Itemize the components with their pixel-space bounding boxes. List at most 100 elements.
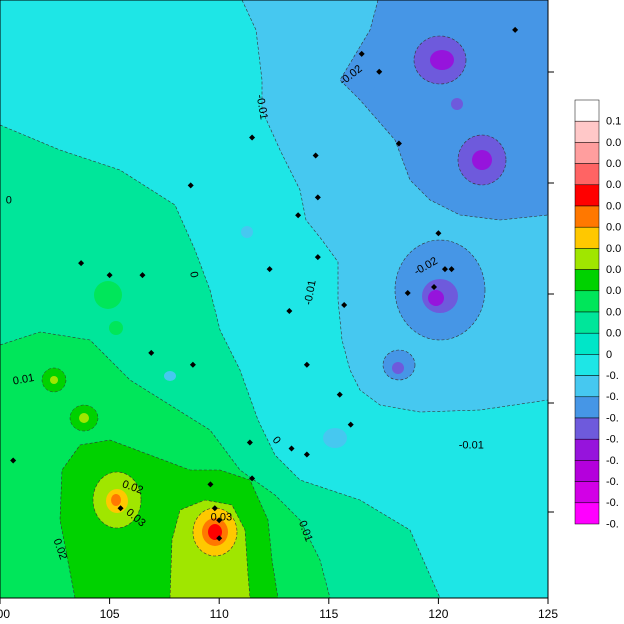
station-marker <box>246 439 253 446</box>
station-marker <box>288 445 295 452</box>
contour-fill-001 <box>109 321 123 335</box>
colorbar-label: 0.1 <box>606 116 621 128</box>
contour-fill-minus-003 <box>392 362 404 374</box>
contour-label: 0.03 <box>211 511 232 523</box>
contour-label: -0.01 <box>459 440 484 452</box>
station-marker <box>249 475 256 482</box>
station-marker <box>435 230 442 237</box>
colorbar-label: 0.0 <box>606 137 621 149</box>
colorbar-swatch <box>574 205 600 228</box>
contour-label: -0.01 <box>302 279 318 306</box>
colorbar-label: 0.0 <box>606 158 621 170</box>
colorbar-swatch <box>574 269 600 292</box>
station-marker <box>78 260 85 267</box>
station-marker <box>441 266 448 273</box>
contour-fill-003 <box>79 413 89 423</box>
station-markers <box>10 26 519 542</box>
colorbar-label: 0.0 <box>606 179 621 191</box>
station-marker <box>106 272 113 279</box>
contour-fill-minus-001 <box>374 341 386 353</box>
colorbar-swatch <box>574 99 600 122</box>
station-marker <box>358 50 365 57</box>
colorbar-swatch <box>574 481 600 504</box>
contour-label: 0.01 <box>12 372 35 388</box>
station-marker <box>376 68 383 75</box>
colorbar-label: -0. <box>606 370 619 382</box>
station-marker <box>347 421 354 428</box>
station-marker <box>207 481 214 488</box>
colorbar-swatch <box>574 120 600 143</box>
x-tick-label: 105 <box>100 607 120 621</box>
station-marker <box>431 284 438 291</box>
contour-label: 0 <box>187 271 200 279</box>
colorbar-swatch <box>574 163 600 186</box>
x-tick-label: 100 <box>0 607 10 621</box>
station-marker <box>336 391 343 398</box>
station-marker <box>303 451 310 458</box>
contour-fill-minus-001 <box>241 226 253 238</box>
colorbar-label: -0. <box>606 412 619 424</box>
colorbar-swatch <box>574 226 600 249</box>
colorbar-label: -0. <box>606 497 619 509</box>
colorbar-swatch <box>574 311 600 334</box>
station-marker <box>189 361 196 368</box>
station-marker <box>187 182 194 189</box>
colorbar-label: 0.0 <box>606 264 621 276</box>
colorbar-label: 0.0 <box>606 285 621 297</box>
station-marker <box>249 134 256 141</box>
contour-fill-minus-004 <box>472 150 492 170</box>
colorbar-label: 0.0 <box>606 222 621 234</box>
x-tick-label: 125 <box>538 607 558 621</box>
colorbar-swatch <box>574 502 600 525</box>
colorbar-label: -0. <box>606 518 619 530</box>
contour-label: -0.01 <box>254 94 270 121</box>
station-marker <box>286 307 293 314</box>
contour-fill-minus-001 <box>164 371 176 381</box>
station-marker <box>448 266 455 273</box>
station-marker <box>314 194 321 201</box>
station-marker <box>303 361 310 368</box>
colorbar-label: 0.0 <box>606 306 621 318</box>
station-marker <box>341 301 348 308</box>
x-tick-label: 120 <box>428 607 448 621</box>
contour-fill-minus-002 <box>359 77 375 93</box>
colorbar-label: -0. <box>606 391 619 403</box>
contour-fill-minus-001 <box>347 181 361 199</box>
colorbar-label: 0 <box>606 349 612 361</box>
station-marker <box>216 535 223 542</box>
colorbar-swatch <box>574 142 600 164</box>
colorbar-label: 0.0 <box>606 200 621 212</box>
contour-fill-minus-004 <box>430 50 454 70</box>
station-marker <box>312 152 319 159</box>
station-marker <box>211 505 218 512</box>
colorbar-swatch <box>574 438 600 461</box>
contour-fill-001 <box>94 281 122 309</box>
right-axis-ticks <box>548 71 554 513</box>
station-marker <box>512 26 519 33</box>
station-marker <box>216 517 223 524</box>
station-marker <box>295 212 302 219</box>
contour-fill-minus-003 <box>451 98 463 110</box>
x-tick-label: 115 <box>319 607 338 621</box>
contour-fill-minus-001 <box>323 428 347 448</box>
colorbar-swatch <box>574 396 600 419</box>
station-marker <box>10 457 17 464</box>
colorbar: 0.1 0.0 0.0 0.0 0.0 0.0 0.0 0.0 0.0 0.0 0.0 0 -0. -0.… <box>574 99 621 530</box>
colorbar-swatch <box>574 354 600 376</box>
station-marker <box>148 349 155 356</box>
colorbar-label: -0. <box>606 476 619 488</box>
colorbar-swatch <box>574 417 600 440</box>
colorbar-swatch <box>574 332 600 355</box>
contour-fill-minus-004 <box>428 290 444 306</box>
colorbar-swatch <box>574 290 600 313</box>
colorbar-label: 0.0 <box>606 243 621 255</box>
station-marker <box>314 254 321 261</box>
contour-fill-003 <box>50 376 58 384</box>
plot-frame <box>0 0 549 599</box>
colorbar-swatch <box>574 375 600 398</box>
colorbar-swatch <box>574 460 600 482</box>
colorbar-label: -0. <box>606 434 619 446</box>
station-marker <box>266 266 273 273</box>
